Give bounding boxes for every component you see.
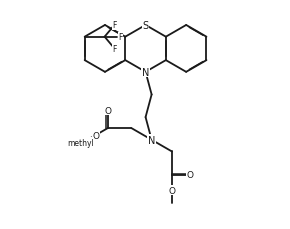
Text: O: O <box>168 186 175 195</box>
Text: F: F <box>113 21 117 30</box>
Text: N: N <box>142 68 149 77</box>
Text: F: F <box>118 33 122 42</box>
Text: O: O <box>92 132 99 141</box>
Text: methyl: methyl <box>67 138 94 147</box>
Text: F: F <box>113 45 117 54</box>
Text: N: N <box>148 135 155 145</box>
Text: O: O <box>104 106 111 115</box>
Text: O: O <box>186 171 193 180</box>
Text: S: S <box>142 21 149 31</box>
